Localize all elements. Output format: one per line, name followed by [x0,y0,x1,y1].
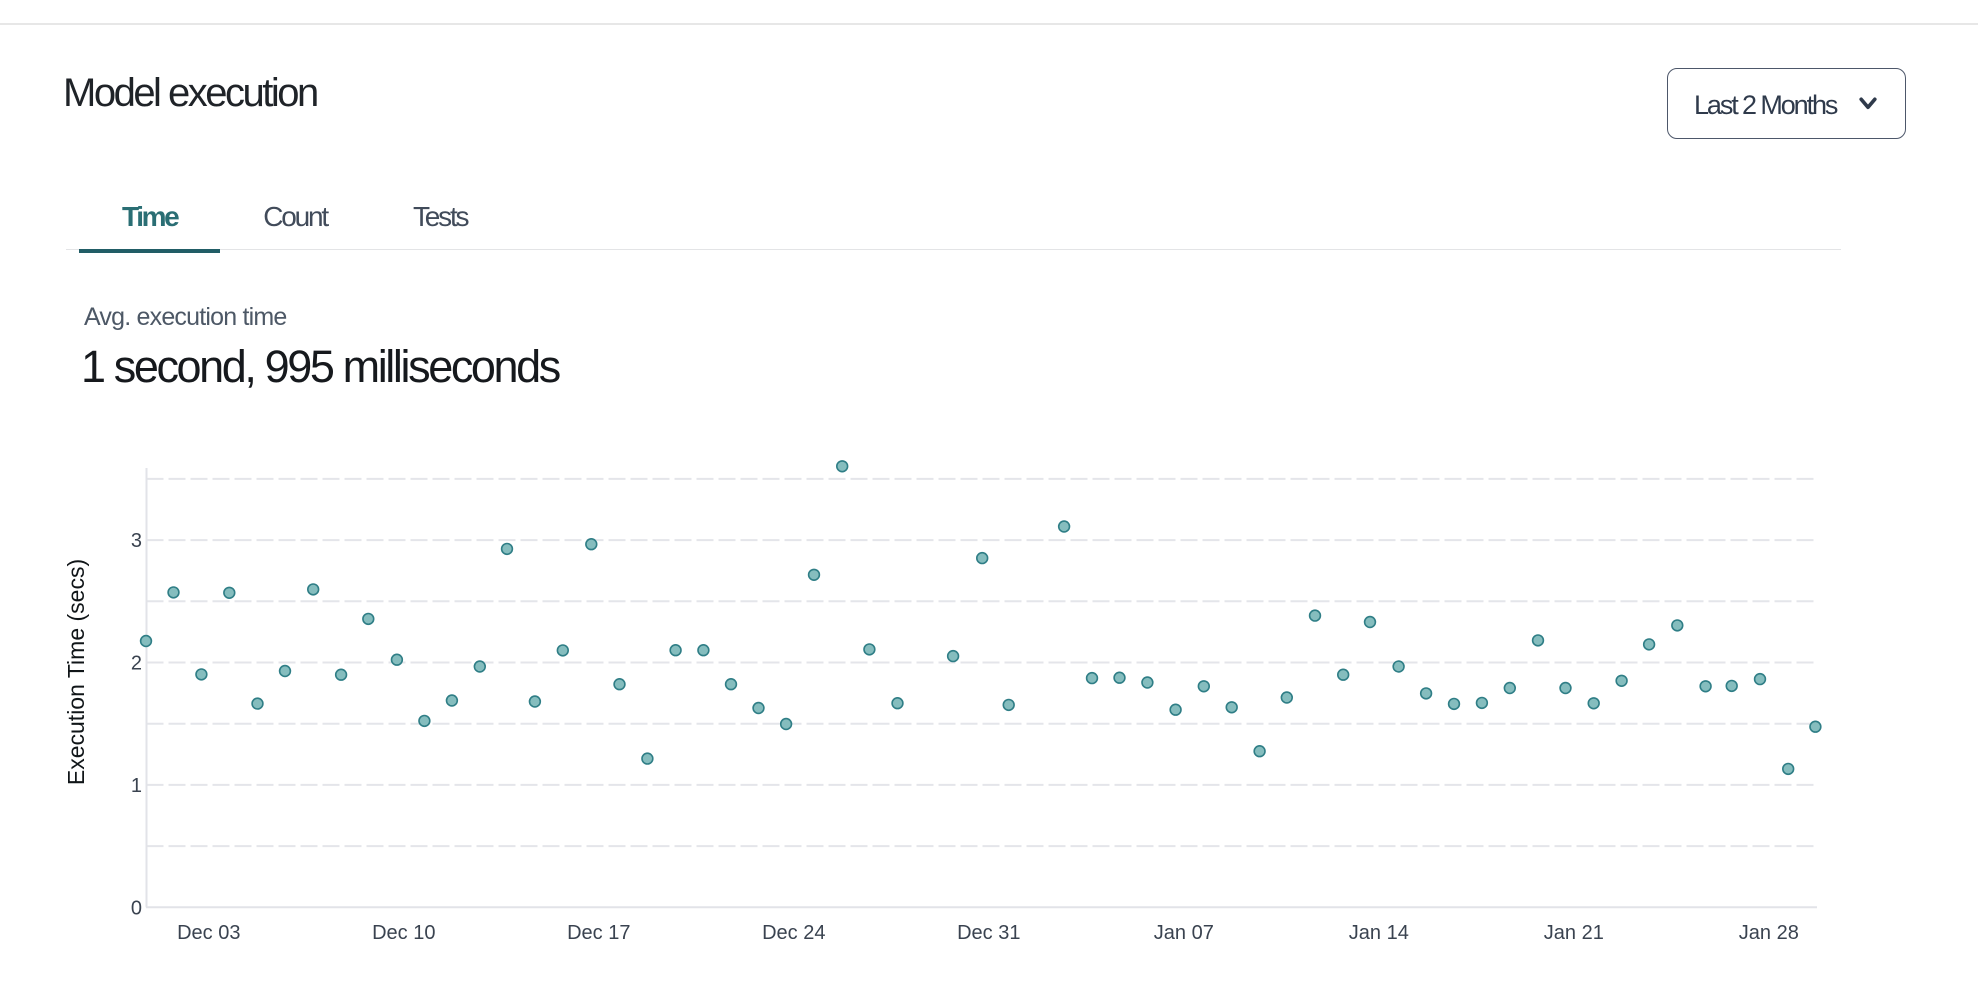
svg-text:Jan 14: Jan 14 [1349,922,1409,944]
svg-text:Dec 03: Dec 03 [177,922,240,944]
svg-text:Jan 07: Jan 07 [1154,922,1214,944]
svg-text:Dec 24: Dec 24 [762,922,825,944]
svg-text:Dec 10: Dec 10 [372,922,435,944]
svg-text:Dec 31: Dec 31 [957,922,1020,944]
svg-text:0: 0 [131,897,142,919]
svg-text:3: 3 [131,530,142,552]
svg-text:1: 1 [131,775,142,797]
svg-text:2: 2 [131,653,142,675]
svg-text:Jan 21: Jan 21 [1544,922,1604,944]
svg-text:Jan 28: Jan 28 [1739,922,1799,944]
svg-text:Dec 17: Dec 17 [567,922,630,944]
svg-text:Execution Time (secs): Execution Time (secs) [63,559,89,785]
